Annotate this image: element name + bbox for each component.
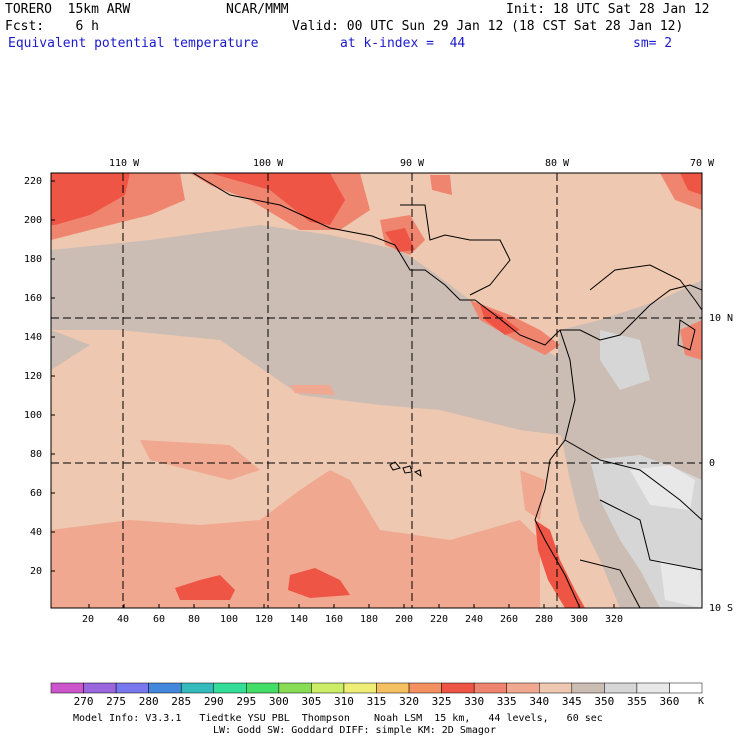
colorbar-label: 340 <box>529 695 550 708</box>
colorbar-swatch <box>115 682 149 694</box>
colorbar-label: 305 <box>301 695 322 708</box>
field-name: Equivalent potential temperature <box>8 36 259 51</box>
colorbar-swatch <box>408 682 442 694</box>
colorbar-swatch <box>343 682 377 694</box>
x-tick-label: 100 <box>220 614 239 625</box>
colorbar-swatch <box>83 682 117 694</box>
lon-label-90w: 90 W <box>400 158 425 169</box>
x-tick-label: 60 <box>153 614 166 625</box>
colorbar-swatch <box>571 682 605 694</box>
y-tick-label: 60 <box>30 488 43 499</box>
lat-label-10n: 10 N <box>709 313 734 324</box>
colorbar-swatch <box>278 682 312 694</box>
axis-ticks <box>51 180 615 608</box>
y-tick-label: 100 <box>24 410 43 421</box>
model-title: TORERO 15km ARW <box>5 2 131 17</box>
colorbar-label: 350 <box>594 695 615 708</box>
init-time: Init: 18 UTC Sat 28 Jan 12 <box>506 2 710 17</box>
coastlines <box>192 173 702 608</box>
smoothing-label: sm= 2 <box>633 36 673 51</box>
colorbar-swatch <box>636 682 670 694</box>
x-tick-label: 120 <box>255 614 274 625</box>
colorbar-unit: K <box>698 696 705 707</box>
colorbar-label: 285 <box>171 695 192 708</box>
x-tick-label: 240 <box>465 614 484 625</box>
colorbar-label: 270 <box>73 695 94 708</box>
colorbar-label: 320 <box>399 695 419 708</box>
y-tick-label: 120 <box>24 371 43 382</box>
y-tick-label: 140 <box>24 332 43 343</box>
lon-label-100w: 100 W <box>253 158 284 169</box>
y-tick-label: 180 <box>24 254 43 265</box>
y-tick-label: 200 <box>24 215 43 226</box>
colorbar-label: 275 <box>106 695 127 708</box>
colorbar-label: 300 <box>268 695 289 708</box>
colorbar-label: 335 <box>496 695 517 708</box>
colorbar-label: 345 <box>561 695 582 708</box>
colorbar-swatch <box>441 682 475 694</box>
colorbar-label: 355 <box>626 695 647 708</box>
colorbar-swatch <box>604 682 638 694</box>
colorbar-label: 290 <box>203 695 224 708</box>
colorbar-label: 295 <box>236 695 257 708</box>
colorbar-label: 310 <box>334 695 354 708</box>
colorbar-label: 280 <box>138 695 159 708</box>
colorbar-label: 360 <box>659 695 680 708</box>
colorbar-label: 330 <box>464 695 485 708</box>
valid-time: Valid: 00 UTC Sun 29 Jan 12 (18 CST Sat … <box>292 19 684 34</box>
graticule <box>51 173 702 608</box>
colorbar-swatch <box>50 682 84 694</box>
y-tick-label: 80 <box>30 449 43 460</box>
colorbar-swatch <box>539 682 573 694</box>
colorbar-swatch <box>213 682 247 694</box>
x-tick-label: 280 <box>535 614 554 625</box>
forecast-hour: Fcst: 6 h <box>5 19 99 34</box>
colorbar-label: 315 <box>366 695 387 708</box>
x-tick-label: 160 <box>325 614 344 625</box>
footer-physics-info: LW: Godd SW: Goddard DIFF: simple KM: 2D… <box>213 725 496 736</box>
footer-model-info: Model Info: V3.3.1 Tiedtke YSU PBL Thomp… <box>73 713 603 724</box>
x-tick-label: 200 <box>395 614 414 625</box>
colorbar-swatch <box>180 682 214 694</box>
y-tick-label: 160 <box>24 293 43 304</box>
y-tick-label: 220 <box>24 176 43 187</box>
y-tick-label: 40 <box>30 527 43 538</box>
y-tick-label: 20 <box>30 566 43 577</box>
org-label: NCAR/MMM <box>226 2 289 17</box>
colorbar-swatch <box>311 682 345 694</box>
x-tick-label: 220 <box>430 614 449 625</box>
colorbar-swatch <box>669 682 703 694</box>
lon-label-110w: 110 W <box>109 158 140 169</box>
colorbar-swatch <box>376 682 410 694</box>
level-label: at k-index = 44 <box>340 36 466 51</box>
x-tick-label: 320 <box>605 614 624 625</box>
colorbar-label: 325 <box>431 695 452 708</box>
colorbar-swatch <box>473 682 507 694</box>
colorbar-swatch <box>148 682 182 694</box>
colorbar <box>50 682 703 694</box>
x-tick-label: 40 <box>117 614 130 625</box>
lat-label-0: 0 <box>709 458 716 469</box>
x-tick-label: 260 <box>500 614 519 625</box>
x-tick-label: 80 <box>188 614 201 625</box>
x-tick-label: 20 <box>82 614 95 625</box>
field-shading <box>51 173 702 608</box>
x-tick-label: 300 <box>570 614 589 625</box>
colorbar-swatch <box>506 682 540 694</box>
x-tick-label: 180 <box>360 614 379 625</box>
plot-frame <box>50 172 703 609</box>
x-tick-label: 140 <box>290 614 309 625</box>
colorbar-swatch <box>246 682 280 694</box>
lat-label-10s: 10 S <box>709 603 734 614</box>
lon-label-70w: 70 W <box>690 158 715 169</box>
lon-label-80w: 80 W <box>545 158 570 169</box>
